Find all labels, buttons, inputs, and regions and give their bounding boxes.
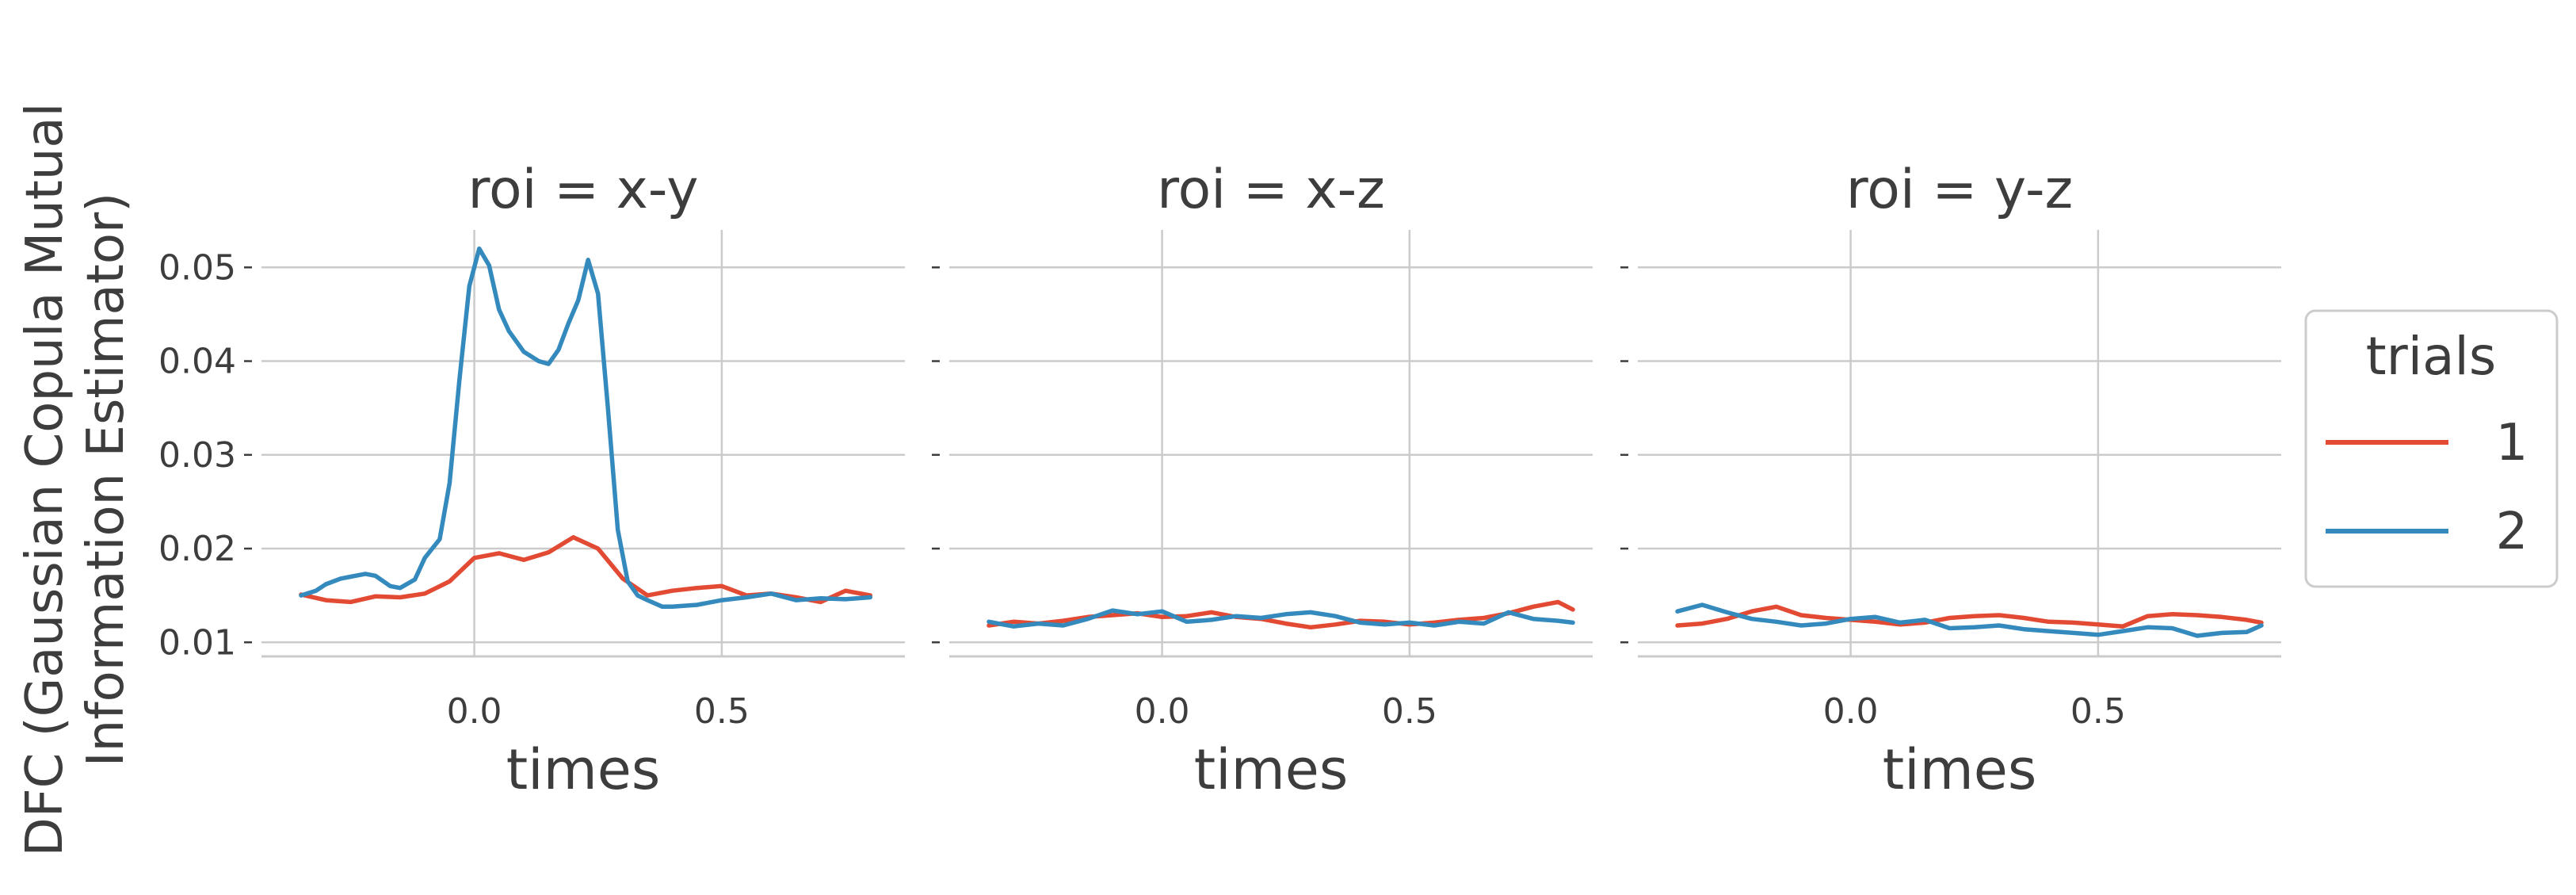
panel-3: 0.0 0.5 roi = y-z times bbox=[1620, 159, 2281, 802]
y-tick-label: 0.04 bbox=[158, 342, 236, 382]
x-tick-label: 0.0 bbox=[1823, 691, 1879, 732]
legend-frame bbox=[2304, 309, 2559, 588]
legend-label-trial-1: 1 bbox=[2496, 414, 2528, 472]
y-axis-label-line1: DFC (Gaussian Copula Mutual bbox=[16, 103, 74, 857]
series-line-trial-1 bbox=[299, 535, 873, 605]
legend: trials 1 2 bbox=[2304, 309, 2559, 588]
series-line-trial-2 bbox=[987, 608, 1575, 629]
panel-1: 0.01 0.02 0.03 0.04 0.05 0.0 0.5 roi = x-y times bbox=[158, 159, 905, 802]
panel-2: 0.0 0.5 roi = x-z times bbox=[932, 159, 1593, 802]
series-line-trial-1 bbox=[1675, 604, 2264, 629]
y-tick-label: 0.03 bbox=[158, 435, 236, 476]
y-tick-label: 0.02 bbox=[158, 529, 236, 569]
x-tick-label: 0.5 bbox=[2070, 691, 2126, 732]
y-tick-label: 0.01 bbox=[158, 622, 236, 663]
x-axis-label: times bbox=[1194, 737, 1349, 802]
legend-title: trials bbox=[2366, 326, 2497, 387]
y-tick-label: 0.05 bbox=[158, 247, 236, 288]
x-axis-label: times bbox=[1883, 737, 2037, 802]
panel-title: roi = x-z bbox=[1157, 159, 1385, 221]
x-axis-label: times bbox=[506, 737, 661, 802]
x-tick-label: 0.0 bbox=[1135, 691, 1190, 732]
panel-title: roi = y-z bbox=[1846, 159, 2073, 221]
x-tick-label: 0.5 bbox=[1382, 691, 1437, 732]
series-line-trial-2 bbox=[299, 246, 873, 610]
series-line-trial-2 bbox=[1675, 602, 2264, 638]
x-tick-label: 0.5 bbox=[694, 691, 750, 732]
y-axis-label-line2: Information Estimator) bbox=[77, 193, 135, 767]
panel-title: roi = x-y bbox=[468, 159, 699, 221]
legend-label-trial-2: 2 bbox=[2496, 503, 2528, 561]
x-tick-label: 0.0 bbox=[447, 691, 502, 732]
